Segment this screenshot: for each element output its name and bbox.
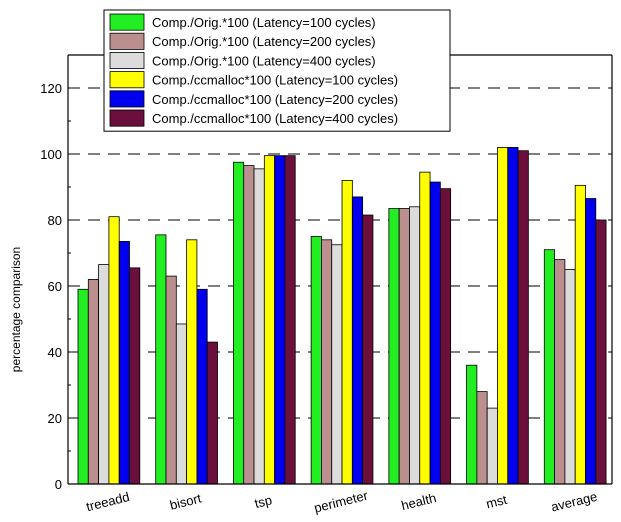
legend-label-1: Comp./Orig.*100 (Latency=100 cycles) — [152, 15, 376, 30]
bar-treeadd-series-3 — [98, 264, 110, 485]
bar-treeadd-series-2 — [87, 278, 100, 485]
bar-health-series-2 — [398, 208, 410, 485]
bar-perimeter-series-4 — [341, 179, 353, 485]
bar-health-series-3 — [409, 206, 421, 485]
legend-swatch-6 — [109, 109, 145, 127]
bar-mst-series-5 — [507, 146, 519, 485]
y-tick-label-0: 0 — [55, 477, 62, 492]
y-tick-label-40: 40 — [48, 345, 62, 360]
bar-bisort-series-6 — [206, 341, 218, 485]
legend-swatch-4 — [109, 71, 145, 89]
bar-tsp-series-1 — [233, 161, 245, 485]
bar-treeadd-series-1 — [77, 288, 89, 485]
x-tick-label-mst: mst — [484, 492, 508, 512]
bar-tsp-series-5 — [274, 155, 286, 485]
bar-tsp-series-6 — [284, 155, 296, 485]
legend-swatch-5 — [109, 90, 145, 108]
bar-tsp-series-3 — [253, 168, 265, 485]
y-tick-label-60: 60 — [48, 279, 62, 294]
bar-mst-series-3 — [486, 407, 498, 485]
legend-label-4: Comp./ccmalloc*100 (Latency=100 cycles) — [152, 73, 398, 88]
legend-swatch-2 — [109, 32, 145, 50]
y-tick-label-100: 100 — [40, 147, 62, 162]
bar-average-series-6 — [595, 219, 607, 485]
bar-perimeter-series-3 — [331, 244, 343, 485]
bar-health-series-1 — [388, 208, 400, 485]
bar-perimeter-series-1 — [310, 236, 322, 485]
bar-mst-series-2 — [476, 391, 488, 485]
bar-tsp-series-2 — [243, 165, 255, 485]
y-tick-labels: 0 20 40 60 80 100 120 — [40, 81, 62, 492]
y-axis-label: percentage comparison — [9, 247, 23, 372]
bar-perimeter-series-2 — [321, 239, 333, 485]
legend-swatch-3 — [109, 52, 145, 70]
bar-treeadd-series-6 — [129, 267, 141, 485]
legend-label-2: Comp./Orig.*100 (Latency=200 cycles) — [152, 34, 376, 49]
bar-average-series-3 — [564, 269, 576, 485]
legend-label-5: Comp./ccmalloc*100 (Latency=200 cycles) — [152, 92, 398, 107]
x-tick-label-tsp: tsp — [253, 492, 273, 511]
bar-bisort-series-3 — [175, 323, 188, 485]
y-tick-label-20: 20 — [48, 411, 62, 426]
bar-average-series-2 — [554, 259, 566, 485]
bar-average-series-4 — [574, 184, 586, 485]
y-tick-label-80: 80 — [48, 213, 62, 228]
legend-box — [103, 9, 451, 132]
bar-treeadd-series-5 — [118, 241, 130, 485]
bar-health-series-6 — [439, 188, 452, 485]
bar-perimeter-series-5 — [351, 196, 364, 485]
legend-label-6: Comp./ccmalloc*100 (Latency=400 cycles) — [152, 111, 398, 126]
y-tick-label-120: 120 — [40, 81, 62, 96]
legend: Comp./Orig.*100 (Latency=100 cycles) Comp… — [103, 9, 451, 132]
bar-bisort-series-4 — [186, 239, 198, 485]
bar-mst-series-4 — [497, 146, 509, 485]
bar-perimeter-series-6 — [362, 214, 374, 485]
bar-bisort-series-1 — [155, 234, 167, 485]
bar-health-series-5 — [429, 181, 441, 485]
bar-mst-series-1 — [466, 364, 478, 485]
bar-tsp-series-4 — [263, 155, 276, 485]
bars — [77, 146, 607, 485]
bar-bisort-series-5 — [196, 288, 208, 485]
bar-bisort-series-2 — [165, 275, 177, 485]
bar-mst-series-6 — [517, 150, 529, 485]
bar-treeadd-series-4 — [108, 216, 120, 485]
bar-health-series-4 — [419, 171, 431, 485]
legend-label-3: Comp./Orig.*100 (Latency=400 cycles) — [152, 53, 376, 68]
bar-average-series-5 — [585, 198, 597, 485]
legend-swatch-1 — [109, 13, 145, 31]
bar-average-series-1 — [543, 249, 555, 485]
